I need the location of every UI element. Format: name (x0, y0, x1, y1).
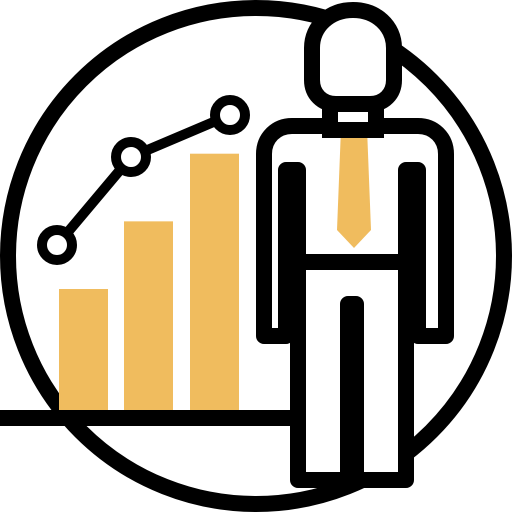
trend-point-3 (210, 95, 250, 135)
businessman-figure (256, 2, 454, 488)
bar-2 (124, 221, 173, 412)
tie (337, 128, 371, 248)
trend-point-1 (37, 225, 77, 265)
head (304, 2, 402, 112)
trend-point-2 (111, 137, 151, 177)
trend-line (37, 95, 250, 265)
bar-3 (190, 153, 239, 412)
baseline (0, 410, 290, 426)
bar-chart (59, 153, 239, 412)
bar-1 (59, 289, 108, 412)
body-outline (256, 118, 454, 488)
